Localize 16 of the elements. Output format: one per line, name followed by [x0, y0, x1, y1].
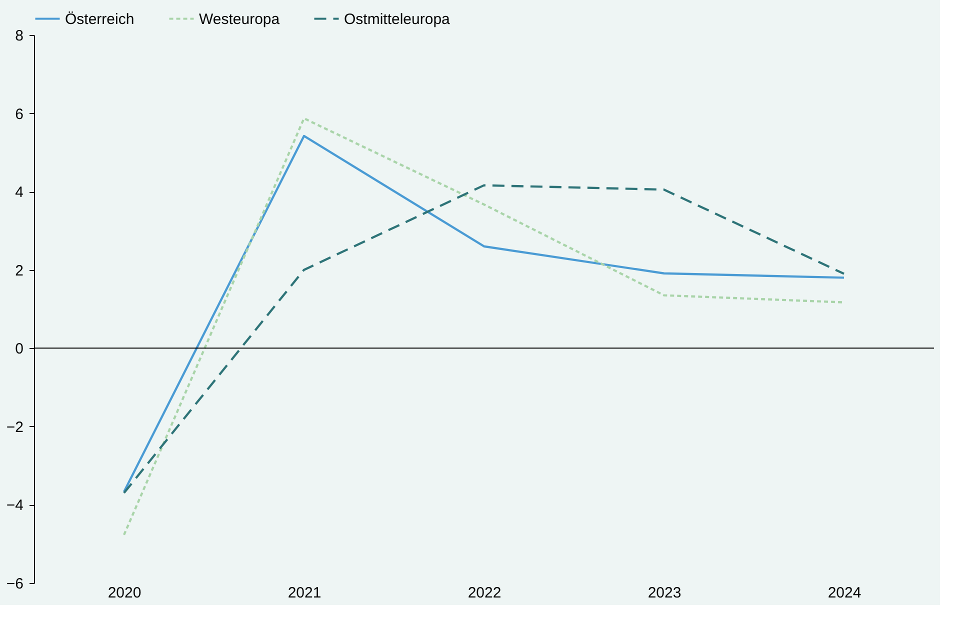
x-tick-label: 2021 — [288, 584, 322, 602]
legend-label: Österreich — [65, 10, 134, 28]
x-tick-label: 2022 — [468, 584, 502, 602]
y-tick-label: 0 — [15, 340, 24, 358]
y-tick-label: −4 — [6, 497, 24, 514]
y-tick-label: 8 — [15, 28, 24, 44]
legend-label: Ostmitteleuropa — [344, 10, 451, 28]
y-tick-label: −6 — [6, 576, 24, 592]
y-tick-label: 4 — [15, 184, 24, 202]
y-tick-label: 2 — [15, 262, 24, 280]
x-tick-label: 2024 — [828, 584, 862, 602]
y-tick-label: −2 — [6, 418, 24, 436]
legend-label: Westeuropa — [199, 10, 280, 28]
x-tick-label: 2020 — [108, 584, 142, 602]
y-tick-label: 6 — [15, 106, 24, 123]
x-tick-label: 2023 — [648, 584, 682, 602]
